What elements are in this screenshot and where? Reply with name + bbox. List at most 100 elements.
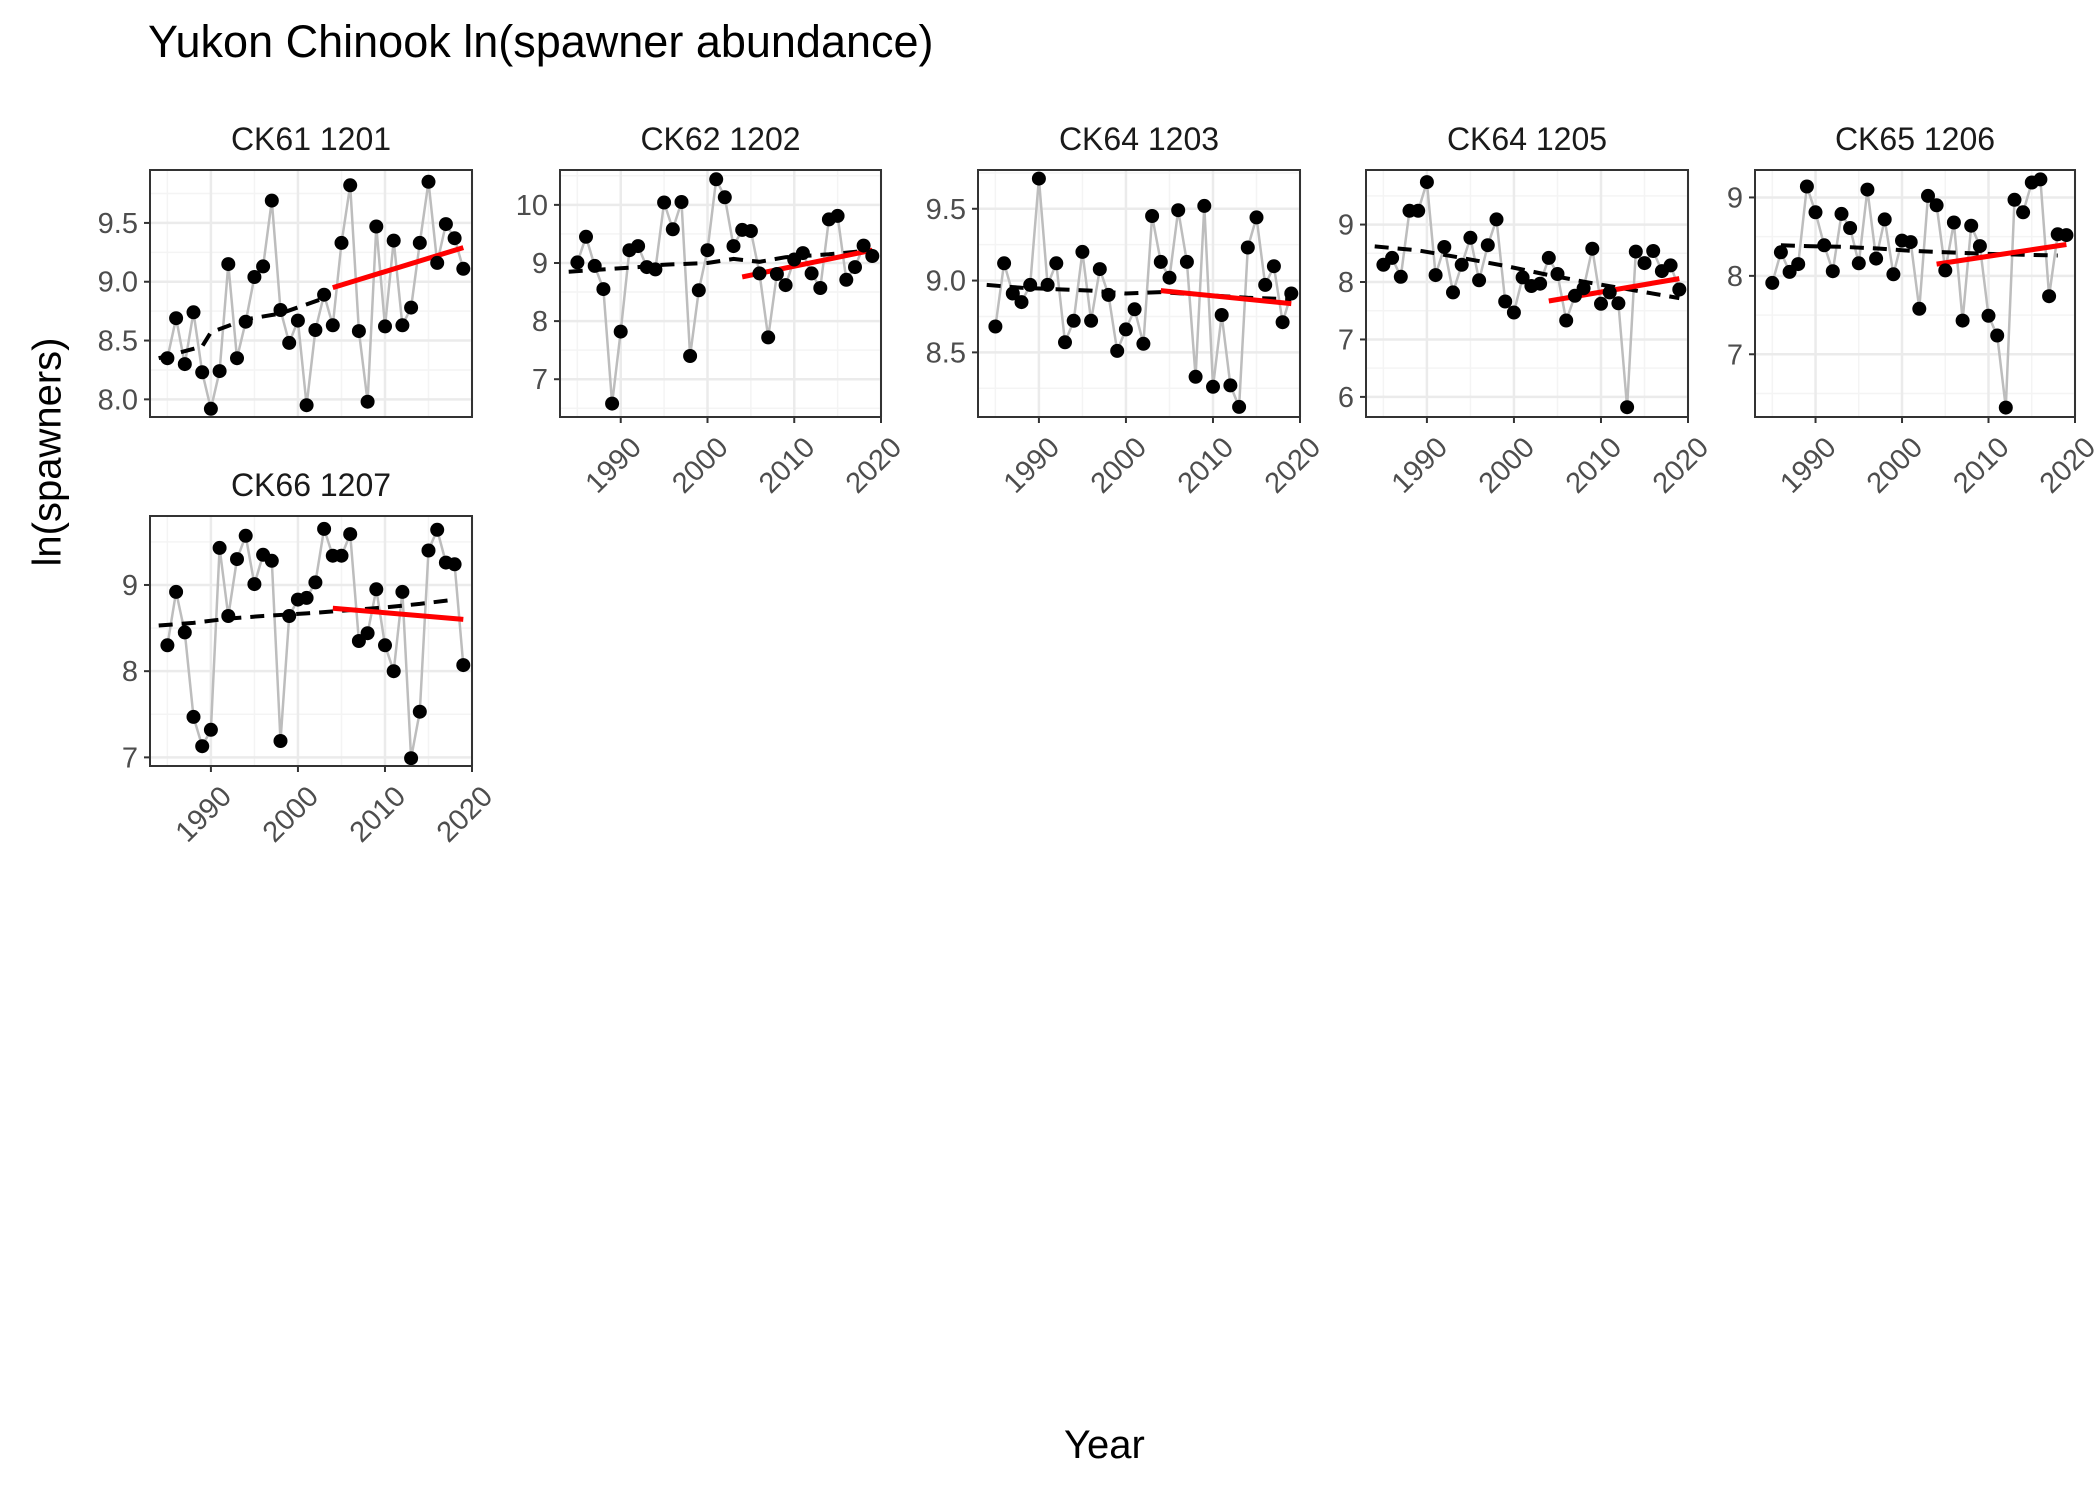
panel-border — [559, 169, 882, 418]
data-point — [369, 219, 384, 234]
data-point — [343, 178, 358, 193]
data-point — [169, 584, 184, 599]
data-point — [1446, 285, 1460, 300]
data-point — [299, 398, 314, 413]
data-point — [378, 319, 392, 334]
data-point — [1903, 235, 1918, 250]
data-point — [1808, 205, 1823, 220]
panel-border — [977, 169, 1301, 418]
y-tick-label: 8.5 — [98, 326, 138, 358]
data-point — [343, 527, 358, 542]
x-tick-label: 1990 — [170, 780, 238, 848]
data-point — [308, 323, 323, 337]
panel-border — [149, 169, 473, 418]
data-point — [1646, 244, 1661, 258]
data-point — [1480, 238, 1495, 253]
data-point — [1515, 270, 1530, 285]
data-point — [1472, 273, 1487, 288]
data-point — [195, 739, 210, 754]
data-point — [1136, 336, 1151, 351]
data-point — [447, 557, 462, 572]
data-point — [839, 272, 854, 287]
data-point — [1825, 264, 1840, 279]
data-point — [1031, 171, 1046, 186]
trend-line-recent — [1160, 288, 1292, 307]
data-point — [657, 195, 672, 210]
data-point — [2059, 228, 2074, 243]
data-point — [1628, 244, 1643, 259]
data-point — [1489, 212, 1504, 227]
data-point — [360, 626, 375, 641]
data-point — [160, 638, 175, 653]
data-point — [1419, 175, 1434, 190]
data-point — [1162, 270, 1177, 285]
data-point — [273, 303, 288, 317]
data-point — [579, 229, 593, 244]
data-point — [1773, 245, 1788, 260]
y-tick-label: 9 — [122, 570, 138, 602]
panel-strip-label: CK62 1202 — [640, 121, 800, 157]
data-point — [212, 364, 227, 379]
data-point — [778, 278, 793, 293]
data-point — [1058, 335, 1072, 350]
data-point — [988, 319, 1003, 334]
y-tick-label: 9 — [532, 248, 548, 280]
data-point — [395, 318, 410, 333]
data-point — [325, 318, 340, 333]
data-point — [1929, 198, 1944, 213]
panel-strip-label: CK64 1203 — [1059, 121, 1219, 157]
data-point — [186, 709, 201, 724]
data-point — [1284, 286, 1299, 301]
data-point — [203, 722, 218, 737]
data-point — [1223, 378, 1238, 393]
data-point — [282, 609, 297, 623]
data-point — [1266, 259, 1281, 274]
data-point — [203, 401, 218, 416]
data-point — [752, 266, 767, 281]
data-point — [709, 172, 724, 187]
y-tick-label: 7 — [1338, 324, 1354, 356]
data-point — [412, 704, 427, 719]
data-point — [1576, 281, 1591, 296]
data-point — [856, 238, 871, 253]
data-point — [1834, 206, 1849, 221]
data-point — [1171, 203, 1186, 218]
data-point — [264, 193, 279, 208]
data-point — [1023, 277, 1038, 292]
data-point — [1506, 305, 1521, 320]
data-point — [700, 243, 715, 258]
data-point — [308, 575, 323, 590]
data-point — [1799, 179, 1814, 194]
y-tick-label: 8 — [532, 306, 548, 338]
x-tick-label: 1990 — [580, 431, 648, 499]
data-point — [1179, 254, 1194, 269]
data-point — [238, 314, 253, 329]
y-tick-label: 9 — [1727, 182, 1743, 214]
data-point — [2016, 205, 2031, 220]
data-point — [1393, 269, 1408, 284]
data-point — [1385, 250, 1400, 265]
data-point — [1964, 218, 1979, 233]
data-point — [2033, 172, 2048, 187]
panel-border — [149, 515, 473, 767]
x-tick-label: 2000 — [1473, 431, 1541, 499]
data-point — [1877, 212, 1892, 227]
data-point — [456, 658, 471, 673]
data-point — [421, 174, 436, 189]
data-point — [1765, 275, 1780, 290]
x-tick-label: 2010 — [1172, 431, 1240, 499]
panel-strip-label: CK65 1206 — [1835, 121, 1995, 157]
y-tick-label: 9.5 — [926, 194, 966, 226]
data-point — [290, 313, 305, 328]
data-point — [1214, 308, 1229, 322]
panel-strip-label: CK61 1201 — [231, 121, 391, 157]
data-point — [1206, 379, 1220, 394]
data-point — [1275, 315, 1290, 330]
data-point — [1075, 244, 1090, 259]
data-point — [1014, 295, 1029, 310]
data-point — [334, 548, 349, 563]
data-point — [1533, 276, 1548, 291]
data-point — [282, 335, 297, 350]
data-point — [1437, 240, 1452, 254]
data-point — [1672, 282, 1687, 297]
